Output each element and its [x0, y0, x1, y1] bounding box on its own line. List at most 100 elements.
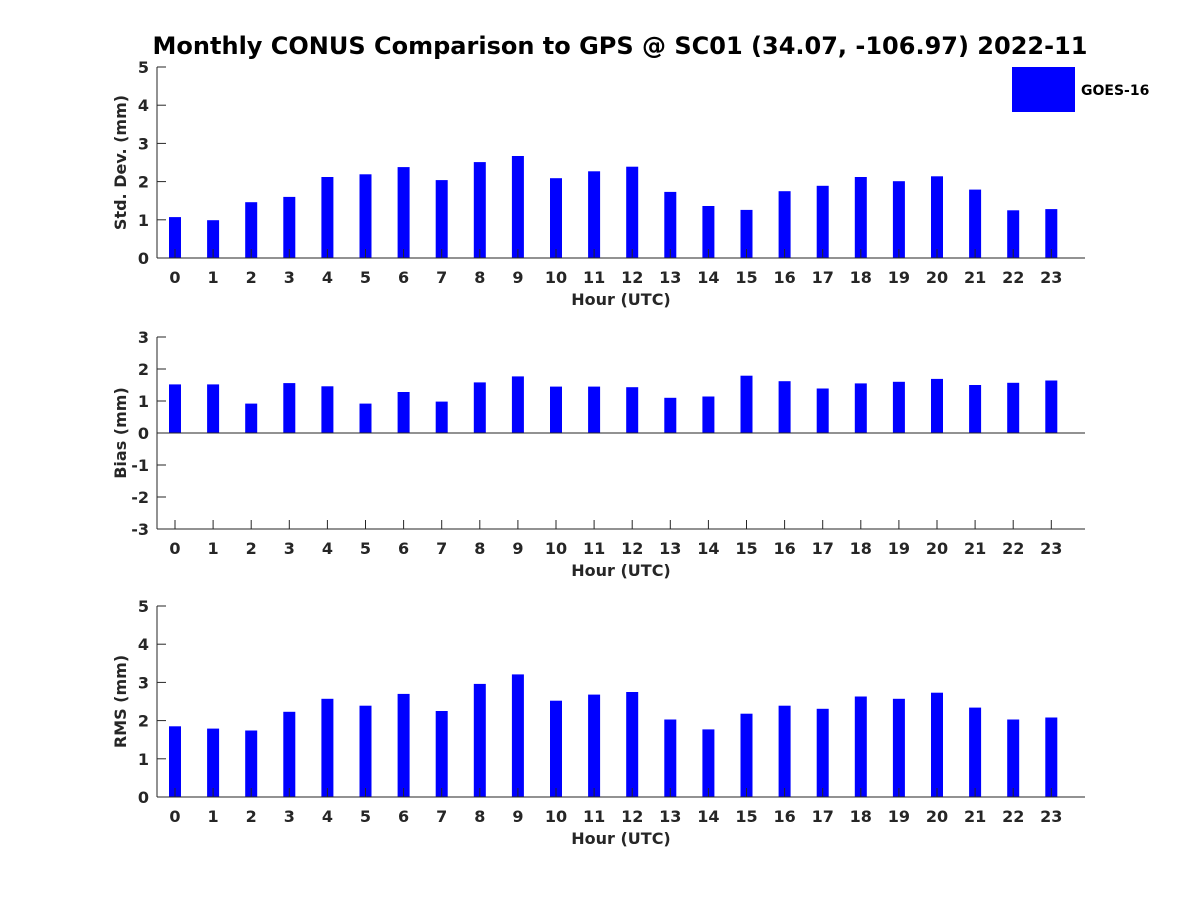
bar-rms-mm-hour-1	[207, 728, 220, 797]
x-tick-label: 15	[735, 807, 757, 826]
x-tick-label: 11	[583, 539, 605, 558]
bar-bias-mm-hour-15	[740, 375, 753, 433]
bar-std-dev-mm-hour-13	[664, 191, 677, 258]
x-tick-label: 18	[850, 268, 872, 287]
x-tick-label: 22	[1002, 807, 1024, 826]
bar-rms-mm-hour-7	[435, 711, 448, 797]
bar-bias-mm-hour-11	[588, 386, 601, 433]
x-tick-label: 18	[850, 539, 872, 558]
x-tick-label: 11	[583, 807, 605, 826]
legend-swatch-goes16	[1012, 67, 1075, 112]
x-tick-label: 14	[697, 268, 719, 287]
bar-rms-mm-hour-10	[550, 700, 562, 797]
x-tick-label: 4	[322, 807, 333, 826]
x-tick-label: 0	[169, 268, 180, 287]
y-tick-label: 5	[138, 597, 149, 616]
y-tick-label: 1	[138, 750, 149, 769]
x-tick-label: 0	[169, 807, 180, 826]
bar-bias-mm-hour-19	[892, 381, 905, 433]
y-tick-label: 4	[138, 96, 149, 115]
bar-bias-mm-hour-7	[435, 401, 448, 433]
bar-std-dev-mm-hour-8	[473, 162, 486, 258]
x-axis-label: Hour (UTC)	[571, 290, 671, 309]
y-axis-label: Bias (mm)	[111, 387, 130, 479]
x-tick-label: 16	[773, 539, 795, 558]
bar-std-dev-mm-hour-0	[169, 217, 181, 258]
bar-rms-mm-hour-13	[664, 719, 677, 797]
x-tick-label: 20	[926, 807, 948, 826]
y-tick-label: 0	[138, 424, 149, 443]
x-tick-label: 12	[621, 539, 643, 558]
bar-bias-mm-hour-16	[778, 381, 791, 433]
bar-bias-mm-hour-13	[664, 397, 677, 433]
x-tick-label: 11	[583, 268, 605, 287]
x-tick-label: 13	[659, 268, 681, 287]
x-tick-label: 20	[926, 539, 948, 558]
x-tick-label: 3	[284, 539, 295, 558]
x-tick-label: 20	[926, 268, 948, 287]
y-tick-label: 3	[138, 328, 149, 347]
x-tick-label: 6	[398, 539, 409, 558]
bar-bias-mm-hour-6	[397, 392, 410, 433]
bar-bias-mm-hour-0	[169, 384, 181, 433]
bar-std-dev-mm-hour-12	[626, 166, 639, 258]
bar-std-dev-mm-hour-9	[511, 156, 524, 258]
x-tick-label: 13	[659, 807, 681, 826]
bar-rms-mm-hour-17	[816, 708, 829, 797]
y-tick-label: 2	[138, 173, 149, 192]
bar-std-dev-mm-hour-3	[283, 196, 296, 258]
bar-rms-mm-hour-22	[1007, 719, 1020, 797]
x-tick-label: 12	[621, 268, 643, 287]
x-tick-label: 6	[398, 268, 409, 287]
y-tick-label: 3	[138, 673, 149, 692]
y-tick-label: 0	[138, 249, 149, 268]
x-tick-label: 17	[812, 268, 834, 287]
x-tick-label: 22	[1002, 539, 1024, 558]
x-tick-label: 3	[284, 268, 295, 287]
bar-rms-mm-hour-11	[588, 694, 601, 797]
bar-rms-mm-hour-3	[283, 711, 296, 797]
y-tick-label: 2	[138, 712, 149, 731]
bar-std-dev-mm-hour-6	[397, 167, 410, 258]
bar-std-dev-mm-hour-4	[321, 177, 334, 258]
x-tick-label: 21	[964, 807, 986, 826]
x-tick-label: 7	[436, 268, 447, 287]
bar-bias-mm-hour-20	[931, 378, 943, 433]
y-tick-label: 3	[138, 134, 149, 153]
x-axis-label: Hour (UTC)	[571, 561, 671, 580]
x-tick-label: 15	[735, 268, 757, 287]
bar-std-dev-mm-hour-18	[854, 177, 867, 258]
x-tick-label: 1	[208, 807, 219, 826]
bar-bias-mm-hour-4	[321, 386, 334, 433]
x-tick-label: 21	[964, 268, 986, 287]
x-tick-label: 2	[246, 268, 257, 287]
x-tick-label: 5	[360, 807, 371, 826]
bar-rms-mm-hour-16	[778, 705, 791, 797]
x-tick-label: 19	[888, 539, 910, 558]
x-tick-label: 17	[812, 539, 834, 558]
bar-bias-mm-hour-1	[207, 384, 220, 433]
y-tick-label: -3	[131, 520, 149, 539]
x-tick-label: 5	[360, 268, 371, 287]
bar-std-dev-mm-hour-7	[435, 180, 448, 258]
x-tick-label: 2	[246, 539, 257, 558]
y-tick-label: 4	[138, 635, 149, 654]
x-tick-label: 13	[659, 539, 681, 558]
y-tick-label: 2	[138, 360, 149, 379]
bar-rms-mm-hour-19	[892, 698, 905, 797]
x-tick-label: 9	[512, 268, 523, 287]
x-tick-label: 4	[322, 268, 333, 287]
x-tick-label: 6	[398, 807, 409, 826]
bar-bias-mm-hour-8	[473, 382, 486, 433]
bar-std-dev-mm-hour-19	[892, 181, 905, 258]
x-tick-label: 8	[474, 539, 485, 558]
x-tick-label: 19	[888, 807, 910, 826]
x-tick-label: 9	[512, 807, 523, 826]
bar-bias-mm-hour-10	[550, 386, 562, 433]
x-tick-label: 22	[1002, 268, 1024, 287]
